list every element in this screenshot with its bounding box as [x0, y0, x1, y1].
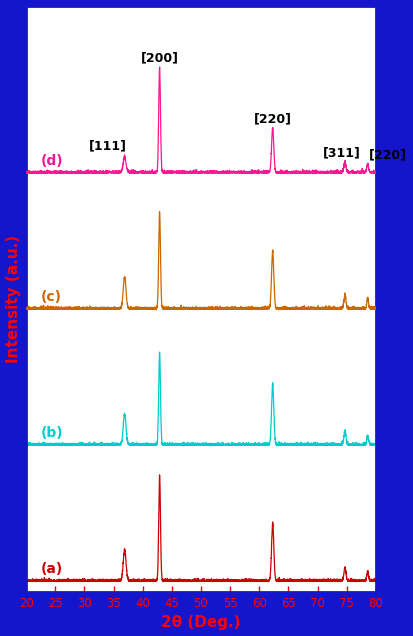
Text: [220]: [220] — [254, 112, 292, 125]
Text: [200]: [200] — [140, 52, 178, 64]
Text: [311]: [311] — [323, 146, 361, 160]
Text: (d): (d) — [41, 154, 63, 168]
Text: (c): (c) — [41, 290, 62, 304]
Text: [111]: [111] — [89, 139, 127, 152]
X-axis label: 2θ (Deg.): 2θ (Deg.) — [161, 616, 241, 630]
Text: (b): (b) — [41, 426, 63, 440]
Text: [220]: [220] — [369, 149, 407, 162]
Text: (a): (a) — [41, 562, 63, 576]
Y-axis label: Intensity (a.u.): Intensity (a.u.) — [5, 235, 21, 363]
